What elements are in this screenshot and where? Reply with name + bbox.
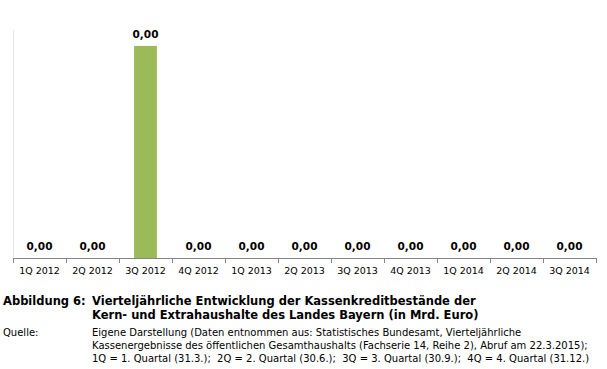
x-tick — [225, 258, 226, 263]
data-label: 0,00 — [557, 240, 583, 252]
x-tick — [490, 258, 491, 263]
bar — [505, 258, 528, 259]
x-tick — [66, 258, 67, 263]
x-tick — [13, 258, 14, 263]
bar — [240, 258, 263, 259]
data-label: 0,00 — [186, 240, 212, 252]
x-tick — [543, 258, 544, 263]
x-tick — [172, 258, 173, 263]
bar — [81, 258, 104, 259]
page: {"chart_data": {"type": "bar", "title": … — [0, 0, 607, 369]
y-range — [13, 30, 14, 258]
bar — [187, 258, 210, 259]
data-label: 0,00 — [292, 240, 318, 252]
data-label: 0,00 — [504, 240, 530, 252]
chart: 1Q 2012 2Q 2012 3Q 2012 4Q 2012 1Q 2013 2Q 20… — [0, 0, 607, 285]
x-tick — [119, 258, 120, 263]
source: Eigene Darstellung (Daten entnommen aus:… — [92, 326, 607, 352]
x-tick-label: 4Q 2012 — [178, 265, 219, 276]
x-tick-label: 2Q 2014 — [496, 265, 537, 276]
x-tick-label: 4Q 2013 — [390, 265, 431, 276]
x-tick — [278, 258, 279, 263]
bar — [293, 258, 316, 259]
data-label: 0,00 — [345, 240, 371, 252]
data-label: 0,00 — [451, 240, 477, 252]
title: Vierteljährliche Entwicklung der Kassenk… — [92, 294, 492, 322]
figure-label: Abbildung 6: — [3, 294, 91, 308]
x-tick-label: 2Q 2012 — [72, 265, 113, 276]
data-label: 0,00 — [27, 240, 53, 252]
bar — [399, 258, 422, 259]
x-tick — [331, 258, 332, 263]
bar — [134, 46, 157, 258]
x-tick-label: 1Q 2013 — [231, 265, 272, 276]
data-label: 0,00 — [80, 240, 106, 252]
bar — [28, 258, 51, 259]
x-tick — [596, 258, 597, 263]
source-label: Quelle: — [3, 326, 91, 339]
source-note: 1Q = 1. Quartal (31.3.); 2Q = 2. Quartal… — [92, 352, 607, 365]
bar — [452, 258, 475, 259]
x-tick-label: 1Q 2012 — [19, 265, 60, 276]
data-label: 0,00 — [398, 240, 424, 252]
x-axis — [13, 258, 596, 259]
bar — [346, 258, 369, 259]
x-tick-label: 1Q 2014 — [443, 265, 484, 276]
x-tick-label: 3Q 2014 — [549, 265, 590, 276]
bar — [558, 258, 581, 259]
x-tick — [384, 258, 385, 263]
bars — [134, 46, 157, 258]
data-label: 0,00 — [239, 240, 265, 252]
x-tick — [437, 258, 438, 263]
data-label: 0,00 — [133, 28, 159, 40]
x-tick-label: 3Q 2012 — [125, 265, 166, 276]
x-tick-label: 3Q 2013 — [337, 265, 378, 276]
x-tick-label: 2Q 2013 — [284, 265, 325, 276]
